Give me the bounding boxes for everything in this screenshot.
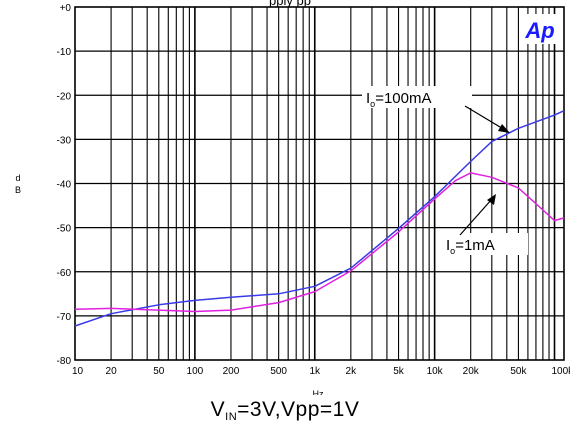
y-tick-label: -30 [57, 135, 72, 146]
y-tick-label: -10 [57, 47, 72, 58]
y-tick-label: -80 [57, 356, 72, 367]
svg-text:Io=100mA: Io=100mA [366, 90, 431, 109]
y-tick-label: -70 [57, 312, 72, 323]
x-tick-label: 50 [153, 366, 165, 377]
series-line-2 [74, 172, 565, 313]
x-tick-label: 2k [346, 366, 358, 377]
x-tick-label: 20 [106, 366, 118, 377]
x-tick-label: 10k [427, 366, 444, 377]
x-tick-label: 5k [393, 366, 405, 377]
ap-logo: Ap [524, 14, 556, 44]
y-axis-label-d: d [15, 173, 20, 183]
x-tick-label: 1k [309, 366, 321, 377]
x-tick-label: 100 [187, 366, 204, 377]
y-tick-label: -50 [57, 224, 72, 235]
measurement-condition: VIN=3V,Vpp=1V [210, 398, 360, 423]
y-tick-label: -40 [57, 180, 72, 191]
chart-title-partial: pply pp [269, 0, 311, 8]
svg-text:Ap: Ap [524, 18, 554, 43]
x-tick-label: 50k [510, 366, 527, 377]
y-axis-label-b: B [15, 185, 21, 195]
x-tick-label: 20k [463, 366, 480, 377]
y-tick-label: +0 [60, 3, 72, 14]
x-tick-label: 10 [72, 366, 84, 377]
annotation-1ma: Io=1mA [442, 194, 528, 256]
y-tick-label: -20 [57, 91, 72, 102]
y-tick-label: -60 [57, 268, 72, 279]
x-axis-label: Hz [313, 389, 324, 395]
x-tick-label: 100k [552, 366, 570, 377]
annotation-100ma: Io=100mA [362, 86, 510, 133]
x-tick-label: 500 [270, 366, 287, 377]
x-tick-label: 200 [223, 366, 240, 377]
svg-text:Io=1mA: Io=1mA [446, 237, 495, 256]
